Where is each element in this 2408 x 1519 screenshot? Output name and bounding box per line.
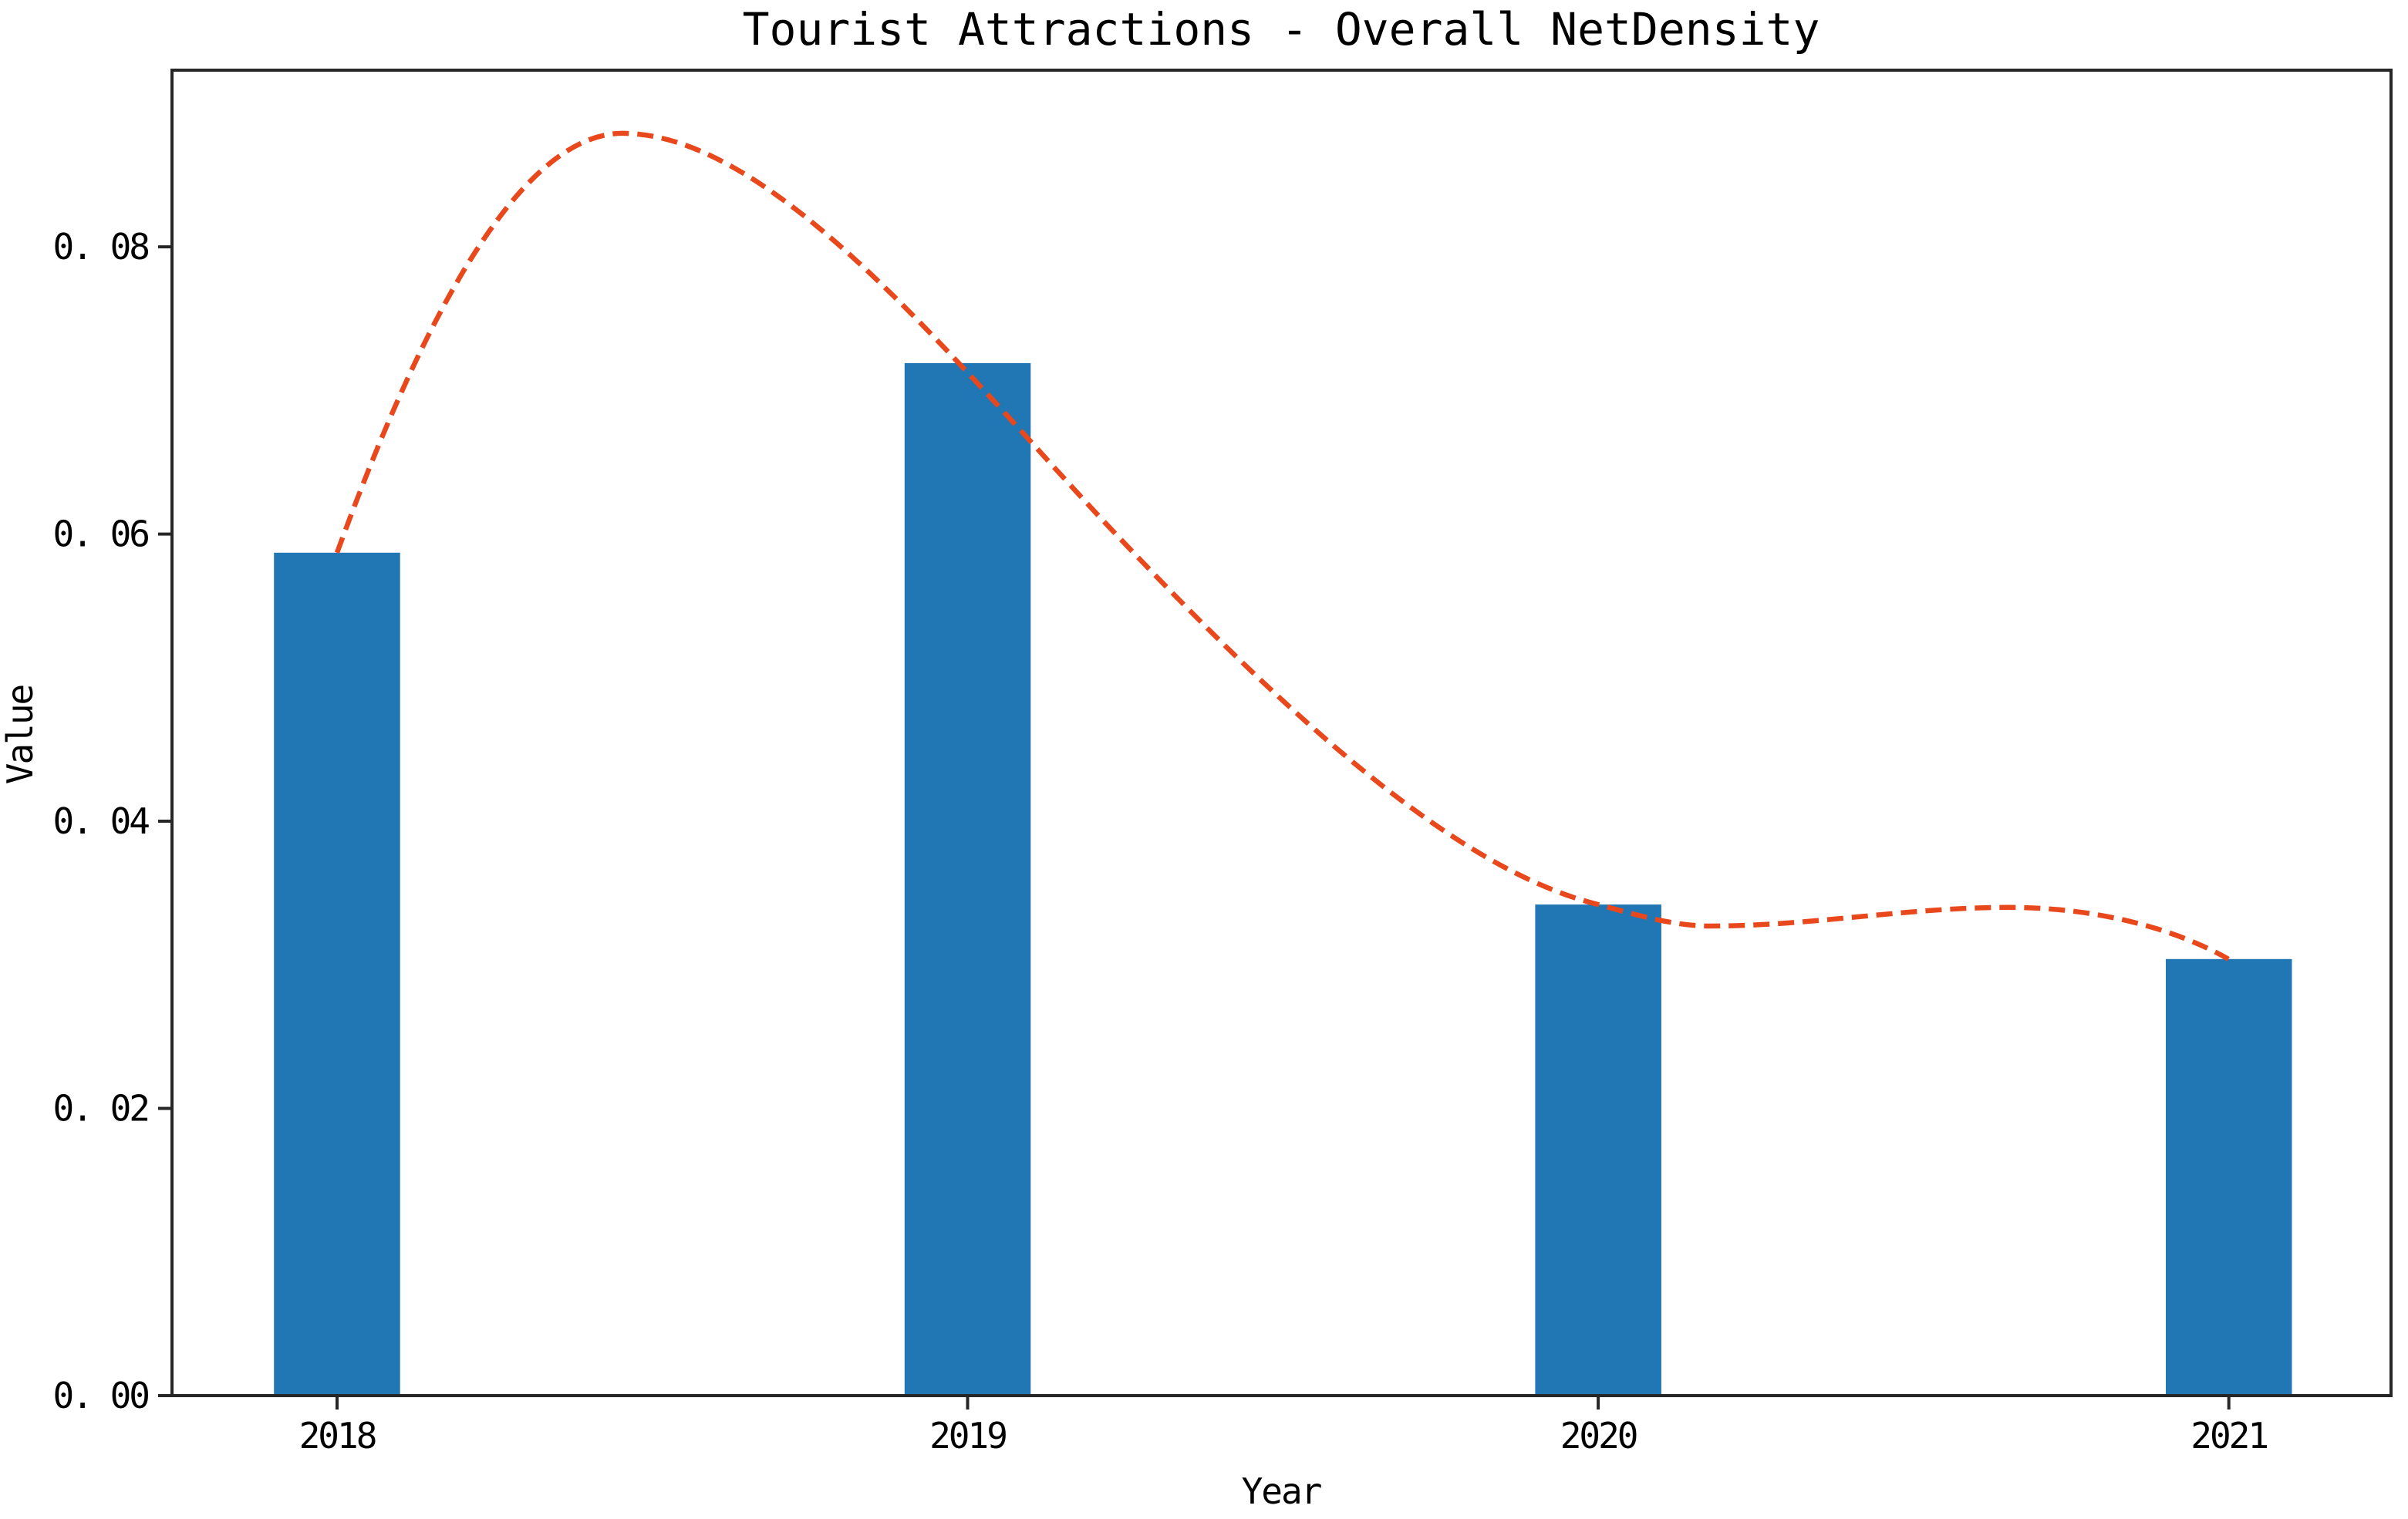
bar-2019 bbox=[904, 362, 1031, 1396]
ticks-group: 0. 00 0. 02 0. 04 0. 06 0. 08 2018 2019 2020 202… bbox=[53, 226, 2270, 1457]
y-axis-label: Value bbox=[0, 685, 41, 784]
x-tick-label-2019: 2019 bbox=[929, 1415, 1006, 1457]
x-tick-label-2021: 2021 bbox=[2190, 1415, 2267, 1457]
x-tick-label-2020: 2020 bbox=[1560, 1415, 1637, 1457]
chart-title: Tourist Attractions - Overall NetDensity bbox=[743, 3, 1820, 56]
trend-dashed-line bbox=[334, 130, 2230, 962]
y-tick-label-1: 0. 02 bbox=[53, 1088, 148, 1130]
y-tick-label-3: 0. 06 bbox=[53, 514, 149, 555]
bar-2020 bbox=[1535, 904, 1661, 1396]
bars-group bbox=[274, 362, 2292, 1396]
y-tick-label-4: 0. 08 bbox=[53, 226, 149, 268]
plot-border-spines bbox=[170, 69, 2393, 1397]
x-tick-label-2018: 2018 bbox=[299, 1415, 376, 1457]
y-tick-label-2: 0. 04 bbox=[53, 800, 150, 842]
y-tick-label-0: 0. 00 bbox=[53, 1375, 149, 1416]
x-axis-label: Year bbox=[1242, 1470, 1321, 1512]
bar-2018 bbox=[274, 552, 400, 1396]
trend-line-group bbox=[334, 130, 2230, 962]
bar-2021 bbox=[2166, 958, 2292, 1396]
